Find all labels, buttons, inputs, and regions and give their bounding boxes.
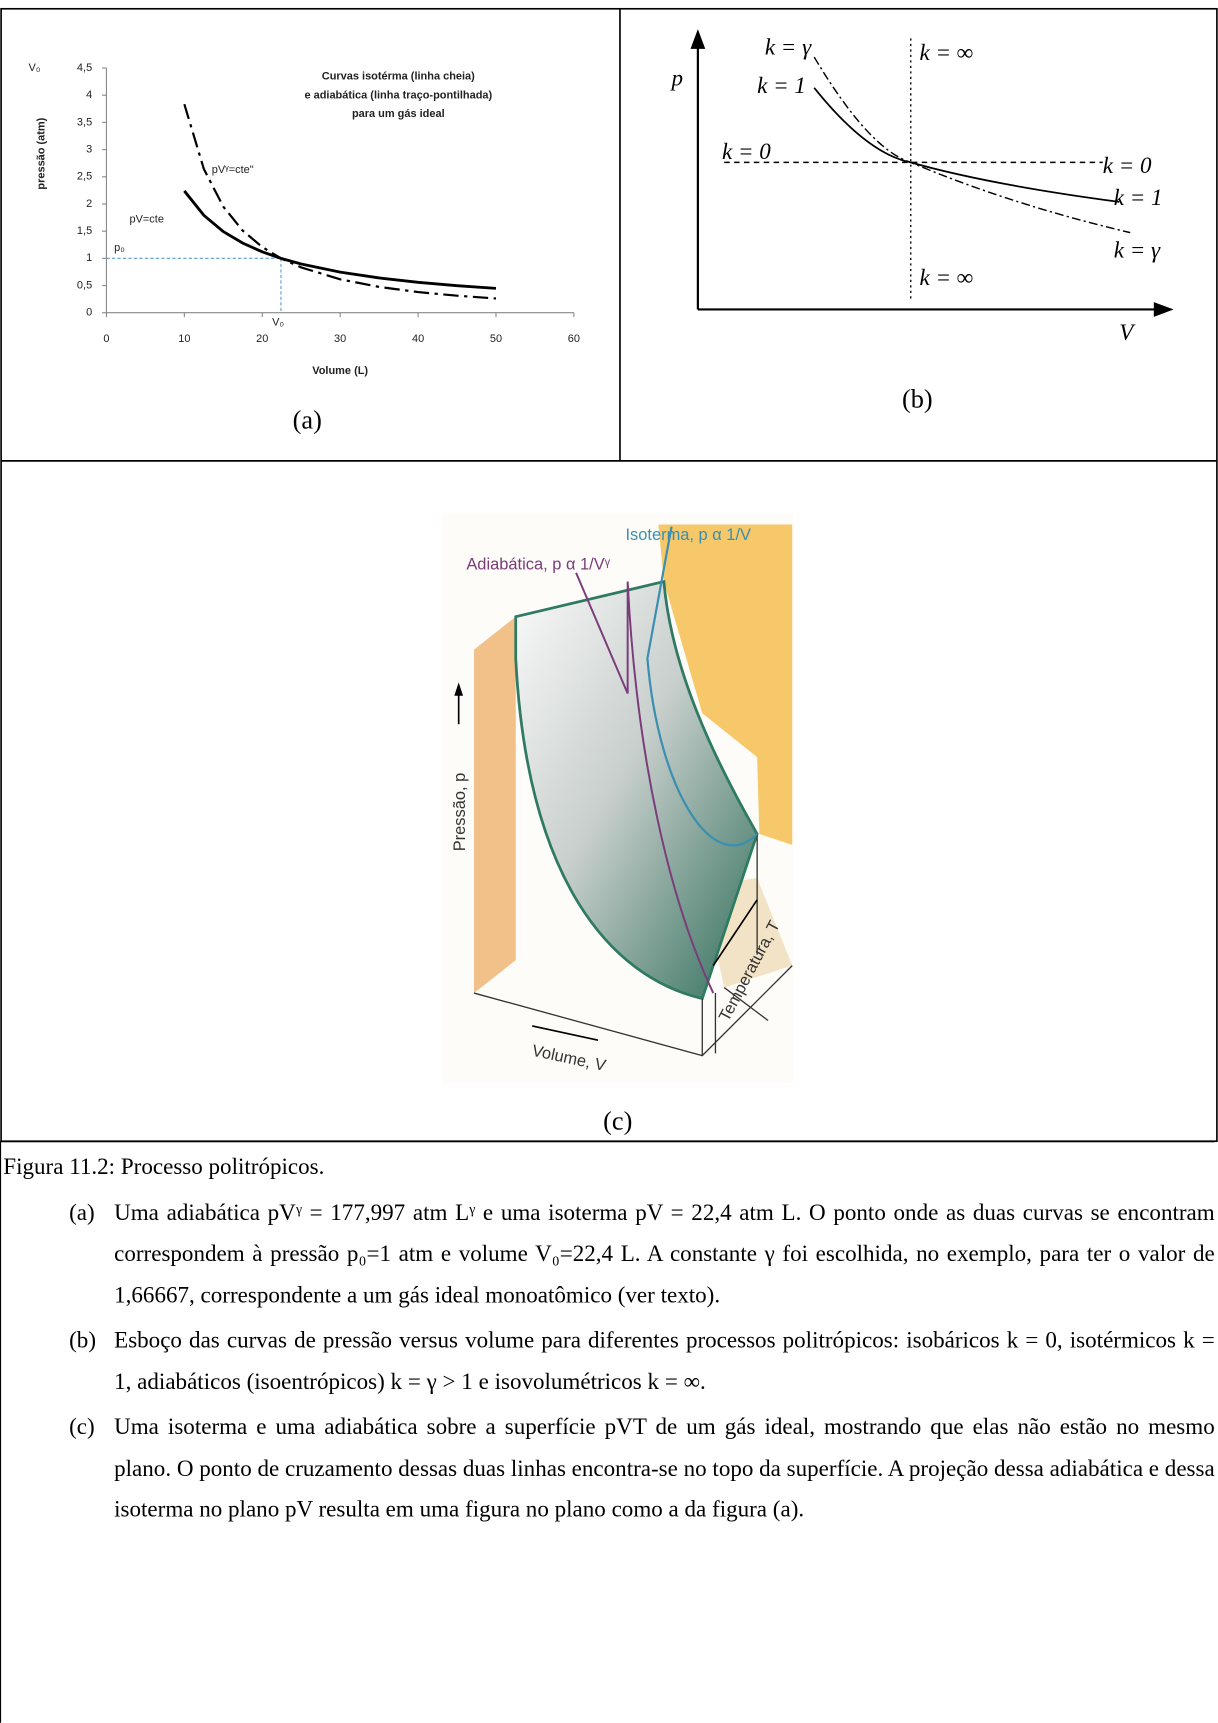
item-label: (a) <box>69 1192 114 1233</box>
x-tick-label: 20 <box>256 333 268 345</box>
sketch-label: k = 0 <box>1103 152 1152 178</box>
series-label: pV=cte <box>129 213 163 225</box>
item-label: (b) <box>69 1320 114 1361</box>
x-tick-label: 30 <box>334 333 346 345</box>
chart-title: e adiabática (linha traço-pontilhada) <box>304 89 492 101</box>
item-text: Esboço das curvas de pressão versus volu… <box>114 1327 1215 1394</box>
y-axis-label: pressão (atm) <box>36 117 48 189</box>
y-tick-label: 1,5 <box>77 225 92 237</box>
annotation: V₀ <box>272 316 284 328</box>
panel-caption: (c) <box>603 1107 632 1136</box>
caption-item: (a)Uma adiabática pVᵞ = 177,997 atm Lᵞ e… <box>1 1192 1215 1315</box>
document: Curvas isotérma (linha cheia) e adiabátic… <box>0 0 1218 1722</box>
illustration-label: Pressão, p <box>451 773 469 852</box>
y-tick-label: 3 <box>86 143 92 155</box>
sketch-label: p <box>670 64 684 90</box>
sketch-label: k = 1 <box>757 72 806 98</box>
caption-title: Figura 11.2: Processo politrópicos. <box>1 1142 1215 1188</box>
panel-caption: (b) <box>902 385 933 414</box>
y-tick-label: 0,5 <box>77 279 92 291</box>
caption-item: (c)Uma isoterma e uma adiabática sobre a… <box>1 1407 1215 1530</box>
series-line <box>184 104 496 298</box>
caption: Figura 11.2: Processo politrópicos. (a)U… <box>0 1141 1215 1723</box>
figure: Curvas isotérma (linha cheia) e adiabátic… <box>0 0 1218 1143</box>
sketch-label: V <box>1119 319 1136 345</box>
y-tick-label: 4,5 <box>77 62 92 74</box>
series-line <box>184 191 496 288</box>
sketch-label: k = γ <box>1114 237 1161 263</box>
sketch-label: k = ∞ <box>920 264 974 290</box>
sketch-label: k = 0 <box>722 138 771 164</box>
x-axis-label: Volume (L) <box>312 365 368 377</box>
x-tick-label: 0 <box>103 333 109 345</box>
chart-title: Curvas isotérma (linha cheia) <box>322 71 475 83</box>
y-tick-label: 3,5 <box>77 116 92 128</box>
page: Curvas isotérma (linha cheia) e adiabátic… <box>0 0 1218 1722</box>
y-tick-label: 4 <box>86 89 92 101</box>
sketch-label: k = γ <box>765 34 812 60</box>
x-tick-label: 60 <box>568 333 580 345</box>
series-label: pVᵞ=cte" <box>212 164 254 176</box>
y-tick-label: 2,5 <box>77 171 92 183</box>
annotation: V₀ <box>29 62 41 74</box>
annotation: p₀ <box>114 242 125 254</box>
illustration-label: Isoterma, p α 1/V <box>625 526 751 544</box>
y-tick-label: 1 <box>86 252 92 264</box>
item-label: (c) <box>69 1407 114 1448</box>
illustration-label: Adiabática, p α 1/Vᵞ <box>466 555 610 573</box>
panel-caption: (a) <box>293 406 322 435</box>
caption-item: (b)Esboço das curvas de pressão versus v… <box>1 1320 1215 1402</box>
chart-title: para um gás ideal <box>352 108 445 120</box>
sketch-label: k = 1 <box>1114 184 1163 210</box>
x-tick-label: 40 <box>412 333 424 345</box>
sketch-label: k = ∞ <box>920 39 974 65</box>
item-text: Uma adiabática pVᵞ = 177,997 atm Lᵞ e um… <box>114 1199 1215 1308</box>
y-tick-label: 2 <box>86 198 92 210</box>
x-tick-label: 10 <box>178 333 190 345</box>
y-tick-label: 0 <box>86 307 92 319</box>
item-text: Uma isoterma e uma adiabática sobre a su… <box>114 1413 1215 1522</box>
x-tick-label: 50 <box>490 333 502 345</box>
